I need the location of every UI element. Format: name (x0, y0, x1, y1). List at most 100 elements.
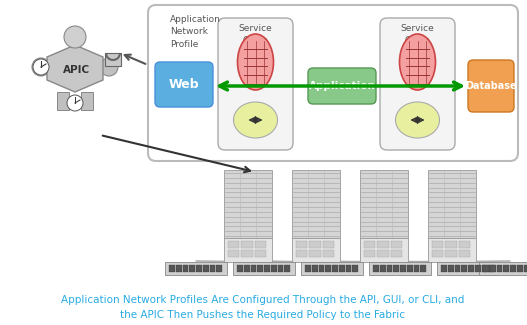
Bar (407, 265, 413, 271)
Text: Application
Network
Profile: Application Network Profile (170, 15, 221, 49)
Ellipse shape (32, 58, 50, 76)
Bar (391, 241, 402, 248)
Bar (479, 262, 527, 275)
Bar (490, 265, 495, 271)
Bar (224, 238, 272, 262)
Circle shape (33, 59, 49, 75)
FancyBboxPatch shape (468, 60, 514, 112)
Bar (386, 265, 392, 271)
Bar (510, 265, 516, 271)
Text: Service
Chain: Service Chain (239, 24, 272, 45)
Bar (445, 241, 457, 248)
Bar (458, 241, 470, 248)
Bar (360, 170, 408, 238)
Ellipse shape (399, 34, 435, 90)
Bar (503, 265, 509, 271)
Bar (432, 241, 443, 248)
Bar (189, 265, 195, 271)
Bar (441, 265, 447, 271)
Bar (325, 265, 331, 271)
Bar (241, 241, 252, 248)
Bar (175, 265, 181, 271)
FancyBboxPatch shape (380, 18, 455, 150)
Text: Application: Application (309, 81, 375, 91)
Bar (182, 265, 188, 271)
Bar (380, 265, 385, 271)
Bar (292, 238, 340, 262)
Bar (255, 250, 266, 257)
Text: Web: Web (169, 78, 199, 91)
Bar (237, 265, 243, 271)
Bar (271, 265, 277, 271)
Bar (428, 238, 476, 262)
FancyBboxPatch shape (308, 68, 376, 104)
Circle shape (64, 26, 86, 48)
Ellipse shape (233, 102, 278, 138)
Bar (216, 265, 222, 271)
Text: Application Network Profiles Are Configured Through the API, GUI, or CLI, and
th: Application Network Profiles Are Configu… (61, 295, 465, 320)
Bar (296, 250, 307, 257)
Bar (364, 241, 375, 248)
Bar (332, 265, 338, 271)
Ellipse shape (395, 102, 440, 138)
Bar (57, 92, 69, 110)
FancyBboxPatch shape (148, 5, 518, 161)
Bar (523, 265, 527, 271)
Bar (203, 265, 209, 271)
FancyBboxPatch shape (155, 62, 213, 107)
Bar (437, 262, 499, 275)
Bar (169, 265, 175, 271)
Bar (296, 241, 307, 248)
Text: Database: Database (465, 81, 517, 91)
Bar (458, 250, 470, 257)
Bar (377, 241, 389, 248)
Bar (428, 170, 476, 238)
Bar (391, 250, 402, 257)
Bar (309, 241, 320, 248)
Bar (393, 265, 399, 271)
Bar (323, 250, 334, 257)
Bar (488, 265, 494, 271)
Ellipse shape (100, 58, 118, 76)
Text: Service
Chain: Service Chain (401, 24, 434, 45)
Bar (448, 265, 454, 271)
Bar (482, 265, 487, 271)
Bar (360, 238, 408, 262)
Bar (257, 265, 263, 271)
Bar (318, 265, 324, 271)
Bar (224, 170, 272, 238)
Bar (196, 265, 202, 271)
Bar (244, 265, 249, 271)
Bar (517, 265, 522, 271)
Bar (210, 265, 215, 271)
Bar (373, 265, 379, 271)
Bar (278, 265, 283, 271)
Bar (250, 265, 256, 271)
Bar (339, 265, 345, 271)
Circle shape (67, 95, 83, 111)
Bar (364, 250, 375, 257)
Bar (420, 265, 426, 271)
Bar (81, 92, 93, 110)
Bar (264, 265, 270, 271)
FancyBboxPatch shape (218, 18, 293, 150)
Bar (165, 262, 227, 275)
Bar (228, 241, 239, 248)
Bar (241, 250, 252, 257)
Bar (461, 265, 467, 271)
Bar (475, 265, 481, 271)
Bar (255, 241, 266, 248)
Text: APIC: APIC (63, 65, 91, 75)
Bar (377, 250, 389, 257)
Ellipse shape (238, 34, 274, 90)
Bar (233, 262, 295, 275)
Bar (312, 265, 317, 271)
Polygon shape (47, 45, 103, 92)
Bar (468, 265, 474, 271)
Bar (432, 250, 443, 257)
Bar (496, 265, 502, 271)
Bar (309, 250, 320, 257)
Bar (228, 250, 239, 257)
Bar (400, 265, 406, 271)
Bar (352, 265, 358, 271)
